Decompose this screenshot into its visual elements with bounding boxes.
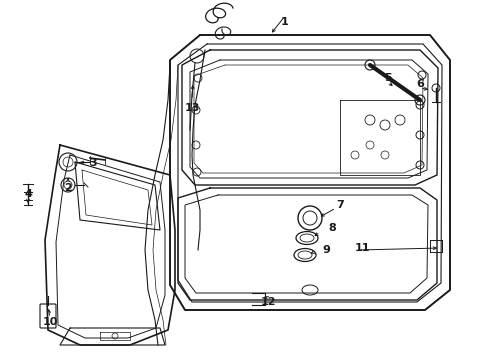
Text: 6: 6 xyxy=(415,79,423,89)
Text: 10: 10 xyxy=(42,317,58,327)
Text: 8: 8 xyxy=(327,223,335,233)
Text: 13: 13 xyxy=(184,103,199,113)
Text: 2: 2 xyxy=(64,183,72,193)
Text: 4: 4 xyxy=(24,189,32,199)
Text: 11: 11 xyxy=(353,243,369,253)
Text: 1: 1 xyxy=(281,17,288,27)
Text: 5: 5 xyxy=(384,73,391,83)
Text: 12: 12 xyxy=(260,297,275,307)
Text: 9: 9 xyxy=(322,245,329,255)
Text: 7: 7 xyxy=(335,200,343,210)
Text: 3: 3 xyxy=(89,158,97,168)
